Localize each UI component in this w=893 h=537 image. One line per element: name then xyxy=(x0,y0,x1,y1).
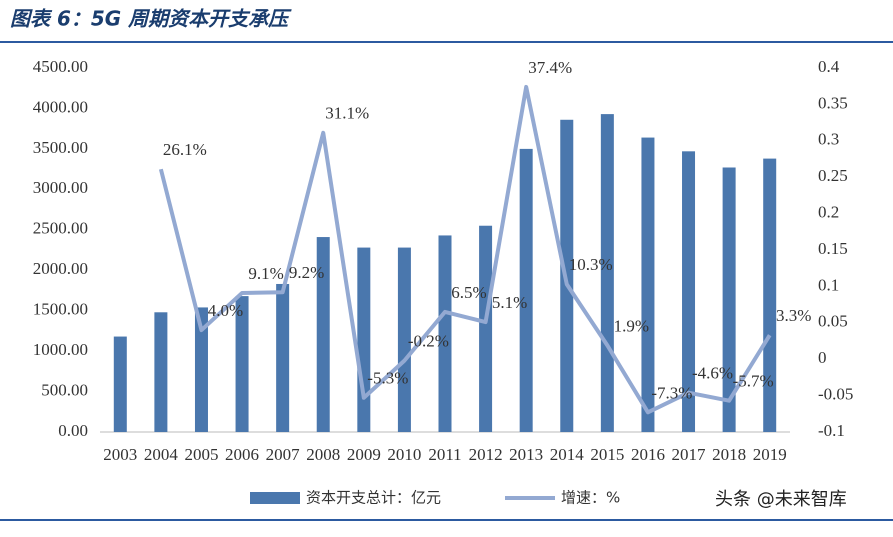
data-label: 37.4% xyxy=(528,58,572,77)
x-tick-label: 2015 xyxy=(590,445,624,464)
data-label: 1.9% xyxy=(614,316,649,335)
x-tick-label: 2009 xyxy=(347,445,381,464)
x-tick-label: 2007 xyxy=(266,445,301,464)
y-tick-label: 4500.00 xyxy=(33,57,88,76)
bar xyxy=(397,247,411,432)
bar xyxy=(357,247,371,432)
y2-tick-label: 0.05 xyxy=(818,312,848,331)
y2-tick-label: -0.1 xyxy=(818,421,845,440)
data-label: -0.2% xyxy=(408,332,449,351)
x-tick-label: 2011 xyxy=(428,445,461,464)
data-label: 6.5% xyxy=(451,283,486,302)
data-label: 26.1% xyxy=(163,140,207,159)
line xyxy=(158,84,772,415)
bar xyxy=(479,225,493,432)
y-tick-label: 0.00 xyxy=(58,421,88,440)
legend-swatch xyxy=(250,492,300,504)
bar xyxy=(316,237,330,432)
y-tick-label: 1500.00 xyxy=(33,300,88,319)
x-tick-label: 2014 xyxy=(550,445,585,464)
legend-label: 资本开支总计：亿元 xyxy=(306,489,441,507)
x-tick-label: 2003 xyxy=(103,445,137,464)
x-tick-label: 2012 xyxy=(469,445,503,464)
data-label: 31.1% xyxy=(325,104,369,123)
y2-tick-label: 0.1 xyxy=(818,275,839,294)
x-tick-label: 2008 xyxy=(306,445,340,464)
y2-tick-label: 0.2 xyxy=(818,203,839,222)
x-tick-label: 2016 xyxy=(631,445,665,464)
data-label: -5.3% xyxy=(367,369,408,388)
y2-tick-label: -0.05 xyxy=(818,385,853,404)
x-tick-label: 2013 xyxy=(509,445,543,464)
data-label: 10.3% xyxy=(569,255,613,274)
x-tick-label: 2010 xyxy=(387,445,421,464)
x-tick-label: 2019 xyxy=(753,445,787,464)
y2-tick-label: 0.3 xyxy=(818,130,839,149)
data-label: 5.1% xyxy=(492,293,527,312)
x-tick-label: 2018 xyxy=(712,445,746,464)
data-label: -4.6% xyxy=(692,364,733,383)
y-tick-label: 3500.00 xyxy=(33,138,88,157)
x-tick-label: 2004 xyxy=(144,445,179,464)
x-tick-label: 2017 xyxy=(672,445,707,464)
watermark: 头条 @未来智库 xyxy=(715,489,847,510)
bar xyxy=(154,312,168,432)
data-label: -7.3% xyxy=(651,383,692,402)
bar xyxy=(113,336,127,432)
y-tick-label: 1000.00 xyxy=(33,340,88,359)
x-tick-label: 2006 xyxy=(225,445,259,464)
chart-title: 图表 6：5G 周期资本开支承压 xyxy=(10,7,292,31)
data-label: 4.0% xyxy=(208,301,243,320)
data-label: 9.2% xyxy=(289,263,324,282)
y2-tick-label: 0.4 xyxy=(818,57,840,76)
bar xyxy=(194,307,208,432)
y2-tick-label: 0.25 xyxy=(818,166,848,185)
data-label: 9.1% xyxy=(248,264,283,283)
bar xyxy=(682,151,696,432)
data-label: -5.7% xyxy=(733,372,774,391)
y-tick-label: 4000.00 xyxy=(33,97,88,116)
bar xyxy=(235,296,249,432)
y-tick-label: 2500.00 xyxy=(33,219,88,238)
bar xyxy=(641,137,655,432)
data-label: 3.3% xyxy=(776,306,811,325)
bar xyxy=(763,158,777,432)
bar xyxy=(276,283,290,432)
legend-label: 增速：% xyxy=(561,489,620,507)
bar xyxy=(438,235,452,432)
y-tick-label: 500.00 xyxy=(41,380,88,399)
y-tick-label: 3000.00 xyxy=(33,178,88,197)
x-tick-label: 2005 xyxy=(184,445,218,464)
y2-tick-label: 0.15 xyxy=(818,239,848,258)
y2-tick-label: 0.35 xyxy=(818,93,848,112)
bar xyxy=(722,167,736,432)
y2-tick-label: 0 xyxy=(818,348,827,367)
y-tick-label: 2000.00 xyxy=(33,259,88,278)
bar xyxy=(519,148,533,432)
